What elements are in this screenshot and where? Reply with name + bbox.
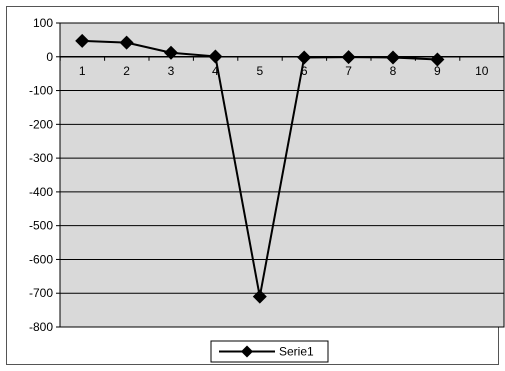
y-tick-label: 100 xyxy=(33,16,53,30)
data-point xyxy=(252,289,267,304)
y-tick-label: -100 xyxy=(29,84,53,98)
y-tick-label: -300 xyxy=(29,151,53,165)
x-tick-label: 10 xyxy=(475,64,489,78)
y-tick-label: -200 xyxy=(29,117,53,131)
data-point xyxy=(75,33,90,48)
data-point xyxy=(208,49,223,64)
legend-marker-icon xyxy=(241,345,253,358)
x-tick-label: 9 xyxy=(434,64,441,78)
x-tick-label: 2 xyxy=(123,64,130,78)
x-tick-label: 1 xyxy=(79,64,86,78)
data-point xyxy=(164,45,178,60)
y-tick-label: -700 xyxy=(29,286,53,300)
x-tick-label: 4 xyxy=(212,64,219,78)
y-tick-label: 0 xyxy=(46,50,53,64)
data-point xyxy=(430,52,445,67)
data-point xyxy=(119,35,134,50)
y-tick-label: -800 xyxy=(29,320,53,334)
data-point xyxy=(341,50,356,65)
series-serie1 xyxy=(75,33,445,304)
y-axis-ticks: 100 0 -100 -200 -300 -400 -500 -600 -700 -800 xyxy=(29,16,60,334)
legend: Serie1 xyxy=(210,340,329,363)
x-tick-label: 7 xyxy=(345,64,352,78)
data-point xyxy=(386,50,400,65)
y-tick-label: -400 xyxy=(29,185,53,199)
legend-label: Serie1 xyxy=(279,345,314,359)
data-point xyxy=(297,50,312,65)
y-tick-label: -600 xyxy=(29,252,53,266)
x-tick-label: 8 xyxy=(390,64,397,78)
x-tick-label: 6 xyxy=(301,64,308,78)
x-tick-label: 3 xyxy=(168,64,175,78)
y-tick-label: -500 xyxy=(29,219,53,233)
x-tick-label: 5 xyxy=(256,64,263,78)
